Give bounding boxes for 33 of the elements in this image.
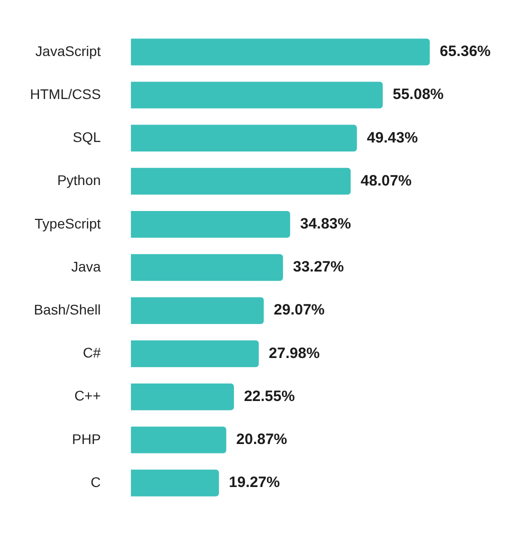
y-tick-label: C# — [82, 344, 101, 361]
y-tick-label: PHP — [72, 430, 101, 447]
data-label: 49.43% — [366, 129, 418, 146]
bar — [130, 426, 226, 454]
bar — [130, 297, 264, 324]
data-label: 55.08% — [392, 86, 444, 104]
bar — [130, 470, 219, 496]
y-tick-label: SQL — [72, 129, 101, 146]
y-tick-label: Bash/Shell — [34, 301, 101, 318]
data-label: 48.07% — [360, 172, 412, 190]
data-label: 34.83% — [300, 216, 351, 233]
y-tick-label: C++ — [74, 388, 101, 404]
data-label: 27.98% — [268, 344, 320, 362]
bar — [130, 340, 259, 368]
bar — [130, 168, 351, 195]
data-label: 22.55% — [244, 388, 295, 405]
bar — [130, 82, 383, 108]
bar — [130, 211, 290, 238]
y-tick-label: Python — [57, 172, 101, 188]
y-tick-label: TypeScript — [34, 215, 101, 232]
data-label: 19.27% — [228, 474, 280, 492]
data-label: 33.27% — [292, 258, 344, 276]
data-label: 20.87% — [236, 431, 288, 448]
y-tick-label: HTML/CSS — [30, 86, 101, 102]
y-tick-label: Java — [71, 258, 101, 274]
bar — [130, 383, 234, 410]
bar — [130, 38, 430, 66]
bar — [130, 124, 357, 152]
data-label: 65.36% — [440, 43, 491, 60]
y-tick-label: JavaScript — [35, 42, 101, 59]
y-tick-label: C — [90, 474, 101, 490]
data-label: 29.07% — [274, 302, 325, 319]
bar — [130, 254, 283, 281]
